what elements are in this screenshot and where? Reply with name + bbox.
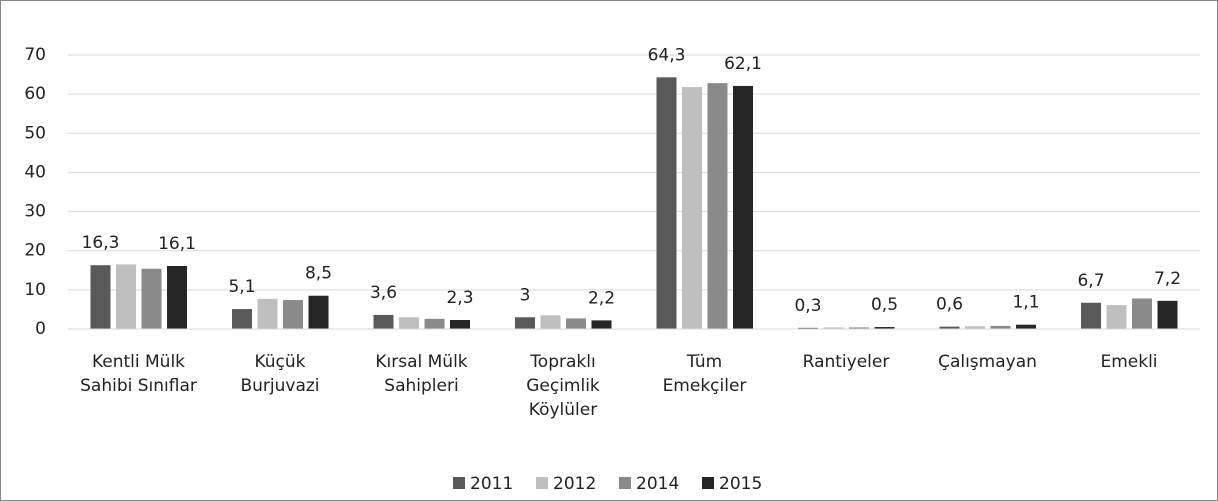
bar (540, 315, 561, 329)
bar (707, 83, 728, 329)
data-label: 6,7 (1077, 271, 1104, 291)
bar (141, 268, 162, 329)
legend-label: 2014 (636, 474, 679, 494)
data-label: 5,1 (228, 277, 255, 297)
legend-label: 2015 (719, 474, 762, 494)
bar (965, 326, 985, 329)
bar (1016, 324, 1036, 329)
y-tick-label: 40 (24, 162, 46, 182)
y-tick-label: 0 (35, 319, 46, 339)
x-tick-label: Tüm Emekçiler (662, 352, 747, 396)
y-tick-label: 50 (24, 123, 46, 143)
data-label: 3,6 (370, 283, 397, 303)
bar (733, 85, 753, 330)
bar (515, 317, 535, 329)
bar (167, 265, 187, 329)
bar (90, 265, 111, 329)
bar (1157, 300, 1178, 329)
x-tick-label: Küçük Burjuvazi (240, 352, 320, 396)
bar (399, 317, 419, 329)
y-tick-label: 10 (24, 280, 46, 300)
bar (874, 327, 895, 329)
bar (1106, 305, 1127, 329)
legend-swatch (702, 477, 714, 489)
data-label: 8,5 (305, 264, 332, 284)
bar (682, 87, 702, 330)
bar (257, 298, 278, 329)
y-tick-label: 60 (24, 84, 46, 104)
bar (823, 327, 844, 329)
data-label: 1,1 (1012, 293, 1039, 313)
data-label: 16,1 (158, 234, 196, 254)
legend-label: 2012 (553, 474, 596, 494)
bar (116, 264, 136, 329)
legend-swatch (453, 477, 465, 489)
bar (656, 77, 677, 329)
legend-swatch (619, 477, 631, 489)
bar (1081, 302, 1101, 329)
x-tick-label: Kırsal Mülk Sahipleri (375, 352, 468, 396)
y-tick-label: 30 (24, 202, 46, 222)
x-tick-label: Çalışmayan (938, 352, 1037, 372)
x-tick-label: Kentli Mülk Sahibi Sınıflar (80, 352, 197, 396)
y-tick-label: 70 (24, 45, 46, 65)
bar (373, 314, 394, 329)
legend-label: 2011 (470, 474, 513, 494)
data-label: 0,5 (871, 295, 898, 315)
x-tick-label: Emekli (1100, 352, 1158, 372)
data-label: 16,3 (82, 233, 120, 253)
data-label: 7,2 (1154, 269, 1181, 289)
bar (849, 327, 869, 329)
bar (450, 319, 470, 329)
bar (424, 318, 445, 329)
bar (566, 318, 586, 329)
bar (283, 300, 303, 329)
legend-swatch (536, 477, 548, 489)
data-label: 64,3 (648, 45, 686, 65)
y-tick-label: 20 (24, 241, 46, 261)
data-label: 0,6 (936, 295, 963, 315)
data-label: 2,2 (588, 288, 615, 308)
x-tick-label: Topraklı Geçimlik Köylüler (526, 352, 600, 420)
bar (308, 295, 329, 329)
data-label: 3 (520, 285, 531, 305)
data-label: 2,3 (446, 288, 473, 308)
bar (232, 309, 252, 329)
data-label: 62,1 (724, 54, 762, 74)
data-label: 0,3 (794, 296, 821, 316)
bar (1132, 298, 1152, 329)
x-tick-label: Rantiyeler (802, 352, 890, 372)
bar (798, 327, 818, 329)
bar (990, 325, 1011, 329)
bar (939, 326, 960, 329)
bar (591, 320, 612, 329)
